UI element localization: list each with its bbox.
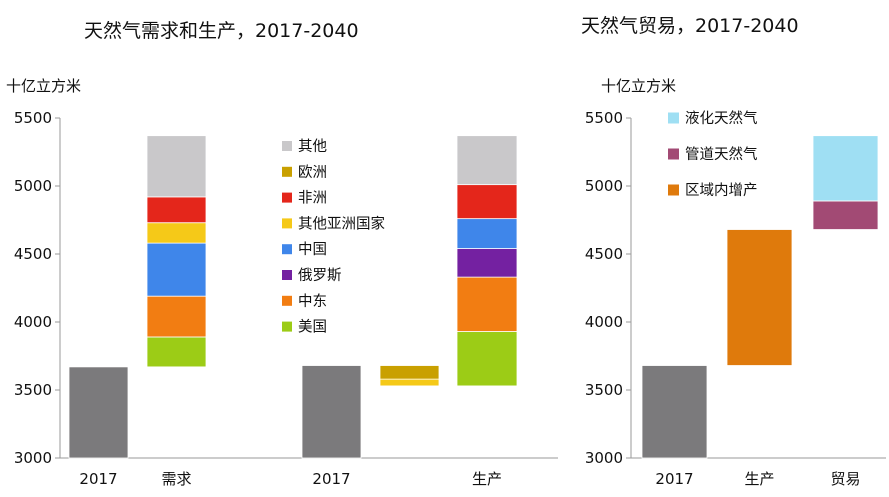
x-category-label: 2017 (312, 470, 350, 488)
x-category-label: 2017 (79, 470, 117, 488)
bar-segment (641, 365, 708, 459)
legend-swatch (668, 112, 679, 124)
chart-title: 天然气贸易，2017-2040 (581, 15, 799, 37)
legend-label: 其他亚洲国家 (298, 215, 385, 232)
bar-segment (146, 295, 207, 338)
bar-segment (456, 276, 518, 332)
bar-segment (456, 331, 518, 387)
legend-swatch (668, 148, 679, 160)
y-tick-label: 3000 (14, 449, 52, 467)
legend-swatch (282, 321, 292, 332)
y-tick-label: 5500 (585, 109, 623, 127)
bar-segment (146, 196, 207, 224)
legend-label: 其他 (298, 138, 327, 155)
bar-segment (812, 135, 879, 202)
y-tick-label: 5500 (14, 109, 52, 127)
legend-label: 液化天然气 (685, 110, 758, 127)
x-category-label: 2017 (655, 470, 693, 488)
y-tick-label: 4500 (585, 245, 623, 263)
legend-label: 区域内增产 (685, 182, 758, 199)
bar-segment (146, 242, 207, 297)
bar-segment (379, 378, 440, 387)
bar-segment (146, 135, 207, 198)
y-axis-unit-label: 十亿立方米 (601, 77, 676, 95)
y-tick-label: 4000 (585, 313, 623, 331)
chart-2: 天然气贸易，2017-2040 十亿立方米 3000 3500 4000 4500 5000… (581, 15, 886, 488)
bar-segment (456, 248, 518, 278)
legend-swatch (668, 184, 679, 196)
bar-segment (726, 229, 793, 366)
bar-segment (301, 365, 362, 459)
legend-label: 管道天然气 (685, 146, 758, 163)
legend-label: 中国 (298, 241, 327, 258)
bar-segment (146, 222, 207, 244)
legend-swatch (282, 141, 292, 151)
y-axis-unit-label: 十亿立方米 (6, 77, 81, 95)
y-tick-label: 3500 (585, 381, 623, 399)
legend-label: 非洲 (298, 190, 327, 207)
y-tick-label: 3000 (585, 449, 623, 467)
legend-swatch (282, 218, 292, 229)
bar-segment (379, 365, 440, 380)
y-tick-label: 3500 (14, 381, 52, 399)
chart-1: 天然气需求和生产，2017-2040 十亿立方米 3000 3500 4000 4500 5… (6, 20, 558, 488)
x-category-label: 生产 (472, 470, 502, 488)
x-category-label: 需求 (161, 470, 191, 488)
y-tick-label: 5000 (14, 177, 52, 195)
bar-segment (456, 218, 518, 249)
legend-swatch (282, 270, 292, 280)
bar-segment (68, 366, 129, 459)
legend-label: 中东 (298, 293, 327, 310)
legend-swatch (282, 244, 292, 255)
bar-segment (456, 184, 518, 220)
chart-title: 天然气需求和生产，2017-2040 (84, 20, 359, 42)
legend-label: 俄罗斯 (298, 267, 342, 284)
bar-segment (146, 336, 207, 368)
y-tick-label: 4000 (14, 313, 52, 331)
bar-segment (812, 200, 879, 230)
y-tick-label: 4500 (14, 245, 52, 263)
bar-segment (456, 135, 518, 186)
y-tick-label: 5000 (585, 177, 623, 195)
legend-swatch (282, 166, 292, 177)
legend-swatch (282, 295, 292, 306)
legend-swatch (282, 192, 292, 203)
x-category-label: 生产 (744, 470, 774, 488)
legend-label: 欧洲 (298, 164, 327, 181)
legend-label: 美国 (298, 319, 327, 336)
x-category-label: 贸易 (830, 470, 860, 488)
